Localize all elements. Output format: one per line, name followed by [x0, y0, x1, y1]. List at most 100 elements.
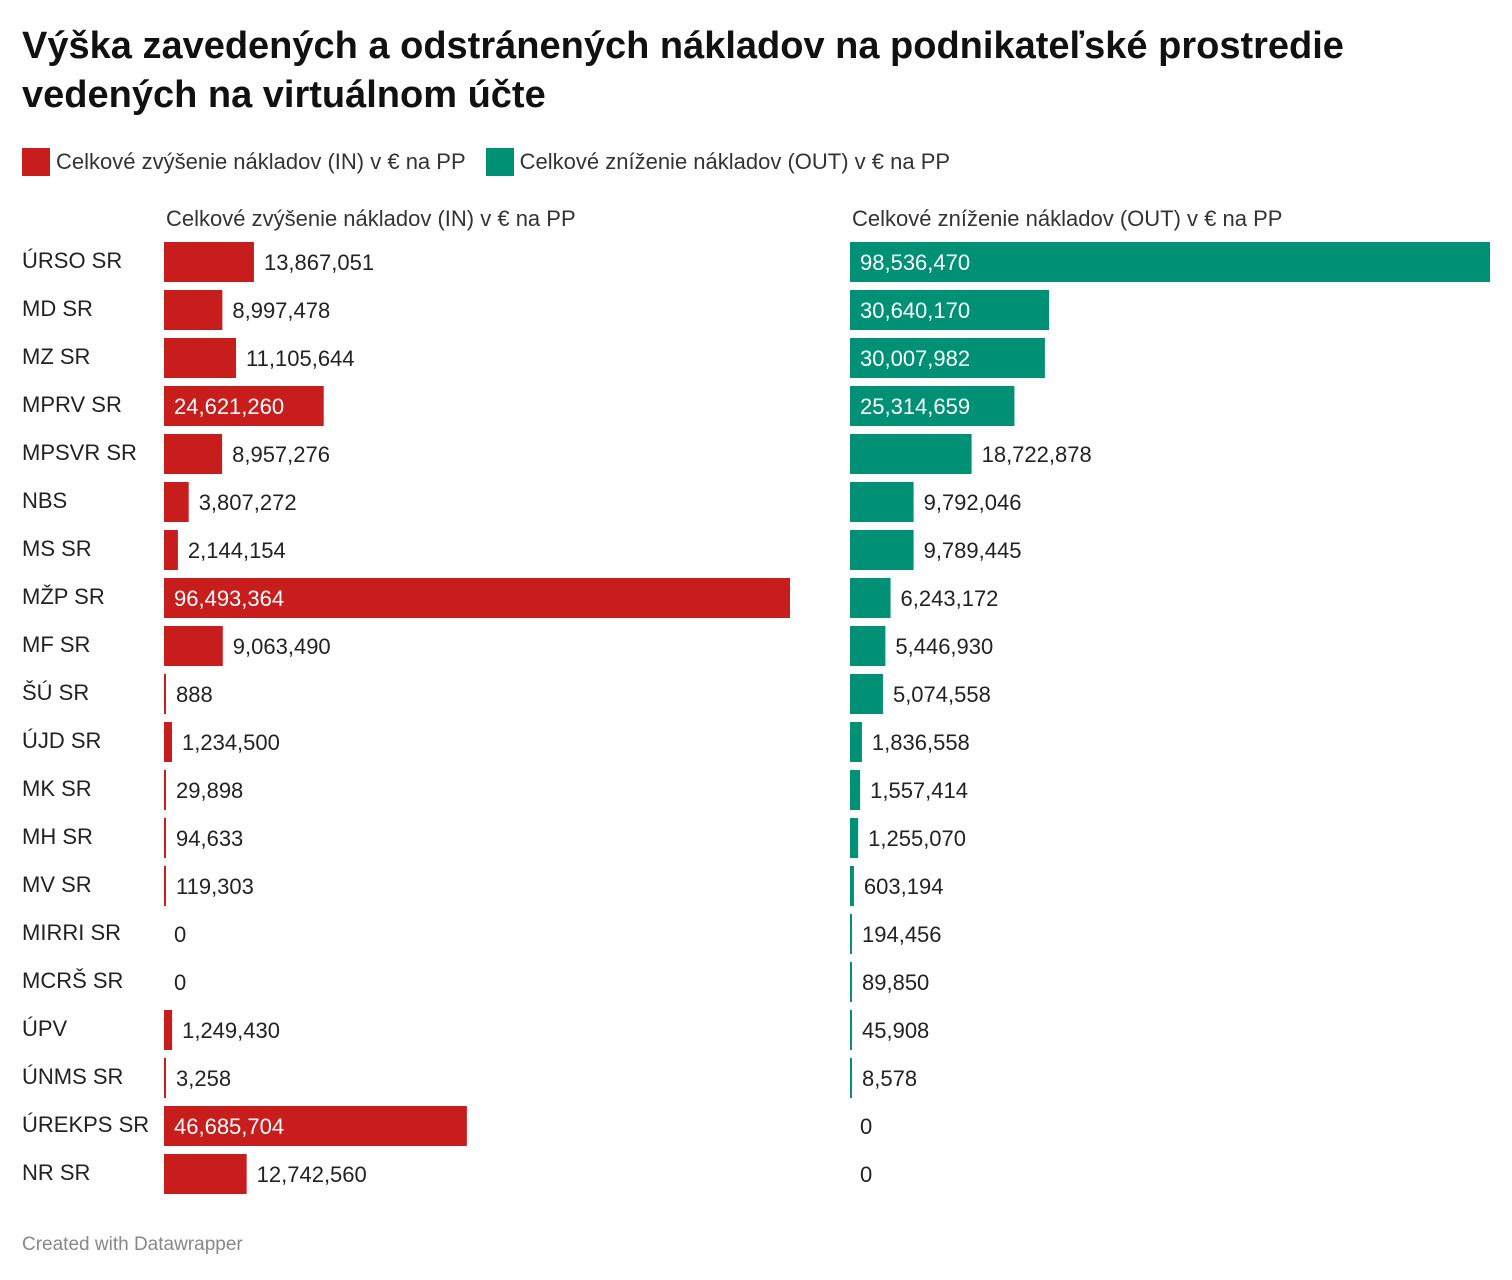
data-label: 2,144,154 [188, 538, 286, 563]
bar [164, 722, 173, 762]
legend-label-in: Celkové zvýšenie nákladov (IN) v € na PP [56, 149, 466, 174]
category-label: ÚPV [22, 1016, 68, 1041]
legend-item-out: Celkové zníženie nákladov (OUT) v € na P… [485, 148, 951, 176]
bar [164, 674, 166, 714]
data-label: 25,314,659 [860, 394, 970, 419]
bar [850, 866, 854, 906]
data-label: 9,063,490 [233, 634, 331, 659]
bar [164, 434, 223, 474]
category-label: ÚREKPS SR [22, 1112, 149, 1137]
data-label: 1,255,070 [868, 826, 966, 851]
bar [850, 434, 972, 474]
category-label: MŽP SR [22, 584, 105, 609]
data-label: 0 [860, 1114, 872, 1139]
legend-swatch-in [22, 148, 50, 176]
data-label: 46,685,704 [174, 1114, 284, 1139]
data-label: 3,258 [176, 1066, 231, 1091]
legend: Celkové zvýšenie nákladov (IN) v € na PP… [22, 147, 970, 177]
data-label: 0 [174, 922, 186, 947]
category-label: MIRRI SR [22, 920, 121, 945]
category-label: MZ SR [22, 344, 90, 369]
bar [850, 386, 1015, 426]
bar [850, 1058, 852, 1098]
legend-swatch-out [485, 148, 514, 176]
data-label: 1,234,500 [182, 730, 280, 755]
chart-title: Výška zavedených a odstránených nákladov… [22, 25, 1344, 116]
data-label: 8,957,276 [232, 442, 330, 467]
category-label: MK SR [22, 776, 92, 801]
bar [850, 722, 862, 762]
bar [850, 482, 914, 522]
data-label: 94,633 [176, 826, 243, 851]
data-label: 8,997,478 [232, 298, 330, 323]
data-label: 194,456 [862, 922, 942, 947]
data-label: 96,493,364 [174, 586, 284, 611]
data-label: 9,789,445 [924, 538, 1022, 563]
bar [164, 770, 166, 810]
panel-header: Celkové zníženie nákladov (OUT) v € na P… [852, 206, 1282, 231]
legend-label-out: Celkové zníženie nákladov (OUT) v € na P… [519, 149, 951, 174]
data-label: 0 [174, 970, 186, 995]
bar [164, 866, 166, 906]
bar-chart: ÚRSO SR MD SR MZ SR MPRV SR MPSVR SR NBS MS SR… [22, 206, 1490, 1194]
data-label: 119,303 [176, 874, 254, 899]
bar [164, 290, 223, 330]
category-label: NBS [22, 488, 67, 513]
data-label: 9,792,046 [924, 490, 1022, 515]
data-label: 18,722,878 [982, 442, 1092, 467]
category-label: MV SR [22, 872, 92, 897]
bar [850, 626, 886, 666]
data-label: 13,867,051 [264, 250, 374, 275]
data-label: 12,742,560 [257, 1162, 367, 1187]
data-label: 0 [860, 1162, 872, 1187]
category-label: ŠÚ SR [22, 680, 89, 705]
category-label: ÚNMS SR [22, 1064, 123, 1089]
data-label: 30,640,170 [860, 298, 970, 323]
category-label: MPRV SR [22, 392, 122, 417]
bar [164, 386, 324, 426]
category-label: MH SR [22, 824, 93, 849]
data-label: 3,807,272 [199, 490, 297, 515]
category-label: MS SR [22, 536, 92, 561]
data-label: 1,249,430 [182, 1018, 280, 1043]
category-label: MF SR [22, 632, 90, 657]
bar [164, 1154, 247, 1194]
data-label: 1,557,414 [870, 778, 968, 803]
data-label: 6,243,172 [901, 586, 999, 611]
bar [164, 818, 166, 858]
bar [850, 290, 1050, 330]
data-label: 45,908 [862, 1018, 929, 1043]
data-label: 603,194 [864, 874, 944, 899]
bar [850, 578, 891, 618]
data-label: 5,074,558 [893, 682, 991, 707]
bar [164, 1058, 166, 1098]
panel-header: Celkové zvýšenie nákladov (IN) v € na PP [166, 206, 576, 231]
bar [850, 338, 1045, 378]
bar [850, 1010, 852, 1050]
data-label: 888 [176, 682, 213, 707]
bar [164, 530, 178, 570]
bar [164, 1106, 467, 1146]
bar [164, 482, 189, 522]
bar [164, 242, 254, 282]
data-label: 30,007,982 [860, 346, 970, 371]
bar [164, 1010, 173, 1050]
bar [850, 530, 914, 570]
bar [850, 962, 852, 1002]
data-label: 98,536,470 [860, 250, 970, 275]
data-label: 11,105,644 [246, 346, 354, 371]
data-label: 29,898 [176, 778, 243, 803]
category-label: MPSVR SR [22, 440, 137, 465]
bar [850, 674, 883, 714]
data-label: 89,850 [862, 970, 929, 995]
bar [850, 770, 861, 810]
bar [164, 578, 790, 618]
data-label: 5,446,930 [895, 634, 993, 659]
category-label: NR SR [22, 1160, 90, 1185]
category-label: MCRŠ SR [22, 968, 123, 993]
category-label: ÚRSO SR [22, 248, 122, 273]
footer-credit: Created with Datawrapper [22, 1234, 243, 1255]
bar [850, 242, 1490, 282]
category-label: ÚJD SR [22, 728, 101, 753]
data-label: 24,621,260 [174, 394, 284, 419]
